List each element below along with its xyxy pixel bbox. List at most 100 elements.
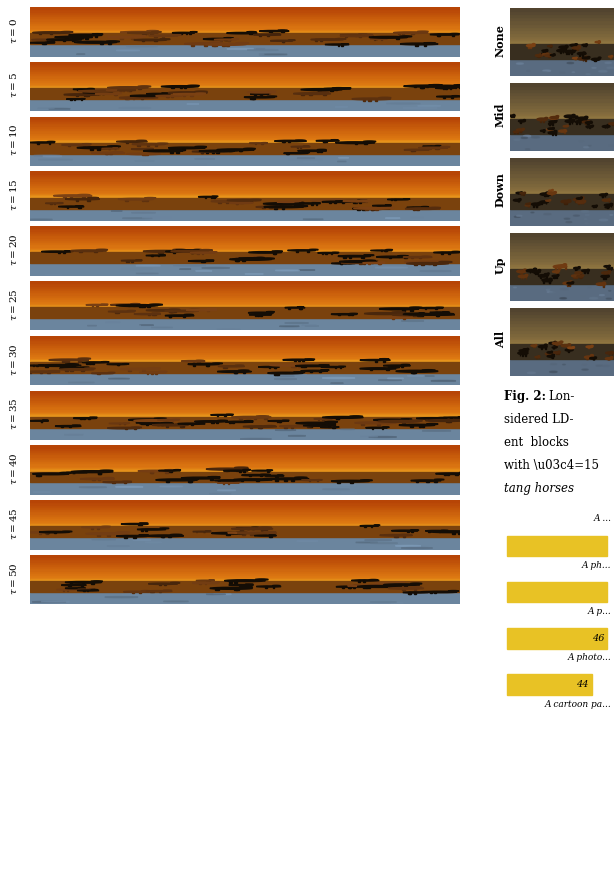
Ellipse shape — [577, 198, 582, 199]
Bar — [145, 199, 148, 201]
Ellipse shape — [195, 421, 226, 422]
Bar — [426, 481, 429, 482]
Bar — [92, 479, 95, 481]
Bar — [87, 91, 90, 93]
Ellipse shape — [586, 125, 593, 127]
Bar — [30, 182, 460, 185]
Bar — [30, 349, 460, 352]
Bar — [54, 532, 56, 533]
Bar — [139, 592, 141, 593]
Bar — [510, 170, 614, 174]
Ellipse shape — [545, 353, 551, 354]
Ellipse shape — [403, 592, 428, 593]
Ellipse shape — [538, 345, 547, 348]
Bar — [563, 47, 564, 50]
Ellipse shape — [227, 199, 261, 201]
Ellipse shape — [540, 53, 542, 55]
Bar — [253, 97, 255, 99]
Bar — [30, 568, 460, 570]
Bar — [224, 415, 226, 416]
Ellipse shape — [128, 419, 168, 421]
Bar — [510, 119, 614, 134]
Bar — [171, 471, 172, 472]
Ellipse shape — [589, 358, 596, 359]
Ellipse shape — [168, 147, 205, 149]
Bar — [30, 247, 460, 249]
Bar — [421, 207, 422, 208]
Bar — [414, 593, 416, 594]
Ellipse shape — [454, 85, 467, 86]
Ellipse shape — [408, 85, 436, 86]
Ellipse shape — [564, 130, 566, 131]
Bar — [30, 289, 460, 292]
Bar — [437, 35, 440, 36]
Bar — [540, 119, 541, 122]
Bar — [181, 425, 184, 426]
Bar — [279, 421, 281, 422]
Ellipse shape — [442, 86, 462, 87]
Bar — [30, 572, 460, 575]
Bar — [30, 563, 460, 566]
Bar — [30, 514, 460, 516]
Ellipse shape — [144, 96, 157, 97]
Bar — [142, 369, 145, 371]
Ellipse shape — [563, 125, 568, 127]
Ellipse shape — [568, 347, 574, 349]
Ellipse shape — [408, 313, 445, 315]
Ellipse shape — [257, 586, 281, 587]
Bar — [361, 423, 364, 425]
Bar — [228, 580, 231, 583]
Bar — [30, 536, 460, 549]
Ellipse shape — [170, 534, 182, 536]
Bar — [295, 204, 297, 206]
Bar — [169, 316, 171, 317]
Bar — [421, 263, 424, 265]
Ellipse shape — [267, 96, 277, 97]
Ellipse shape — [578, 267, 580, 268]
Bar — [301, 366, 303, 368]
Text: Mid: Mid — [495, 103, 506, 127]
Bar — [284, 426, 287, 428]
Bar — [308, 250, 309, 252]
Bar — [322, 200, 324, 202]
Bar — [192, 424, 193, 425]
Bar — [412, 314, 413, 315]
Bar — [403, 535, 405, 537]
Bar — [510, 190, 614, 192]
Ellipse shape — [82, 527, 109, 528]
Bar — [30, 527, 460, 528]
Bar — [30, 578, 460, 579]
Ellipse shape — [546, 194, 550, 195]
Bar — [201, 253, 203, 254]
Ellipse shape — [454, 418, 467, 420]
Bar — [162, 36, 165, 37]
Ellipse shape — [426, 530, 446, 531]
Ellipse shape — [549, 343, 556, 344]
Ellipse shape — [181, 360, 205, 361]
Ellipse shape — [233, 479, 273, 481]
Ellipse shape — [577, 201, 585, 203]
Ellipse shape — [362, 34, 373, 36]
Bar — [269, 206, 271, 208]
Bar — [45, 366, 49, 368]
Bar — [30, 152, 460, 166]
Bar — [309, 425, 312, 427]
Bar — [30, 353, 460, 356]
Ellipse shape — [217, 149, 254, 150]
Ellipse shape — [107, 86, 148, 89]
Ellipse shape — [285, 307, 305, 308]
Ellipse shape — [199, 150, 235, 152]
Bar — [359, 36, 361, 37]
Ellipse shape — [189, 309, 200, 311]
Bar — [30, 413, 460, 416]
Bar — [510, 11, 614, 14]
Ellipse shape — [295, 203, 321, 204]
Bar — [413, 150, 415, 151]
Bar — [265, 529, 267, 530]
Ellipse shape — [570, 44, 578, 46]
Ellipse shape — [68, 382, 95, 383]
Ellipse shape — [65, 198, 99, 200]
Ellipse shape — [305, 359, 315, 360]
Bar — [276, 373, 279, 375]
Bar — [30, 251, 460, 254]
